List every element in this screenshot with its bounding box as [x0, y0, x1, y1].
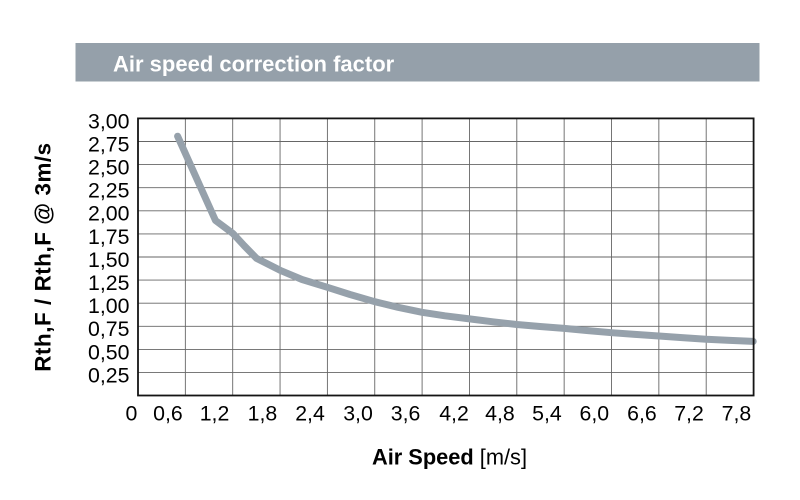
svg-text:3,6: 3,6	[391, 401, 421, 425]
svg-text:0,6: 0,6	[153, 401, 183, 425]
svg-text:7,8: 7,8	[722, 401, 752, 425]
svg-text:1,25: 1,25	[88, 271, 129, 295]
svg-text:0,50: 0,50	[88, 340, 130, 364]
svg-text:1,75: 1,75	[88, 225, 129, 249]
svg-text:4,8: 4,8	[485, 401, 515, 425]
svg-text:4,2: 4,2	[439, 401, 469, 425]
svg-text:1,50: 1,50	[88, 248, 130, 272]
svg-text:1,8: 1,8	[248, 401, 278, 425]
svg-text:6,0: 6,0	[579, 401, 609, 425]
svg-text:0,25: 0,25	[88, 363, 129, 387]
svg-text:7,2: 7,2	[674, 401, 704, 425]
svg-text:3,0: 3,0	[343, 401, 373, 425]
svg-text:2,00: 2,00	[88, 202, 130, 226]
svg-text:1,00: 1,00	[88, 294, 130, 318]
svg-text:Rth,F / Rth,F @ 3m/s: Rth,F / Rth,F @ 3m/s	[31, 142, 56, 371]
svg-text:0: 0	[125, 401, 137, 425]
svg-text:1,2: 1,2	[200, 401, 230, 425]
svg-text:Air speed correction factor: Air speed correction factor	[113, 51, 395, 76]
svg-text:2,75: 2,75	[88, 132, 129, 156]
svg-text:2,50: 2,50	[88, 156, 130, 180]
svg-text:2,25: 2,25	[88, 179, 129, 203]
svg-text:6,6: 6,6	[627, 401, 657, 425]
svg-text:2,4: 2,4	[295, 401, 325, 425]
svg-text:Air Speed [m/s]: Air Speed [m/s]	[372, 445, 527, 470]
svg-text:5,4: 5,4	[532, 401, 562, 425]
svg-text:0,75: 0,75	[88, 317, 129, 341]
svg-text:3,00: 3,00	[88, 109, 130, 133]
